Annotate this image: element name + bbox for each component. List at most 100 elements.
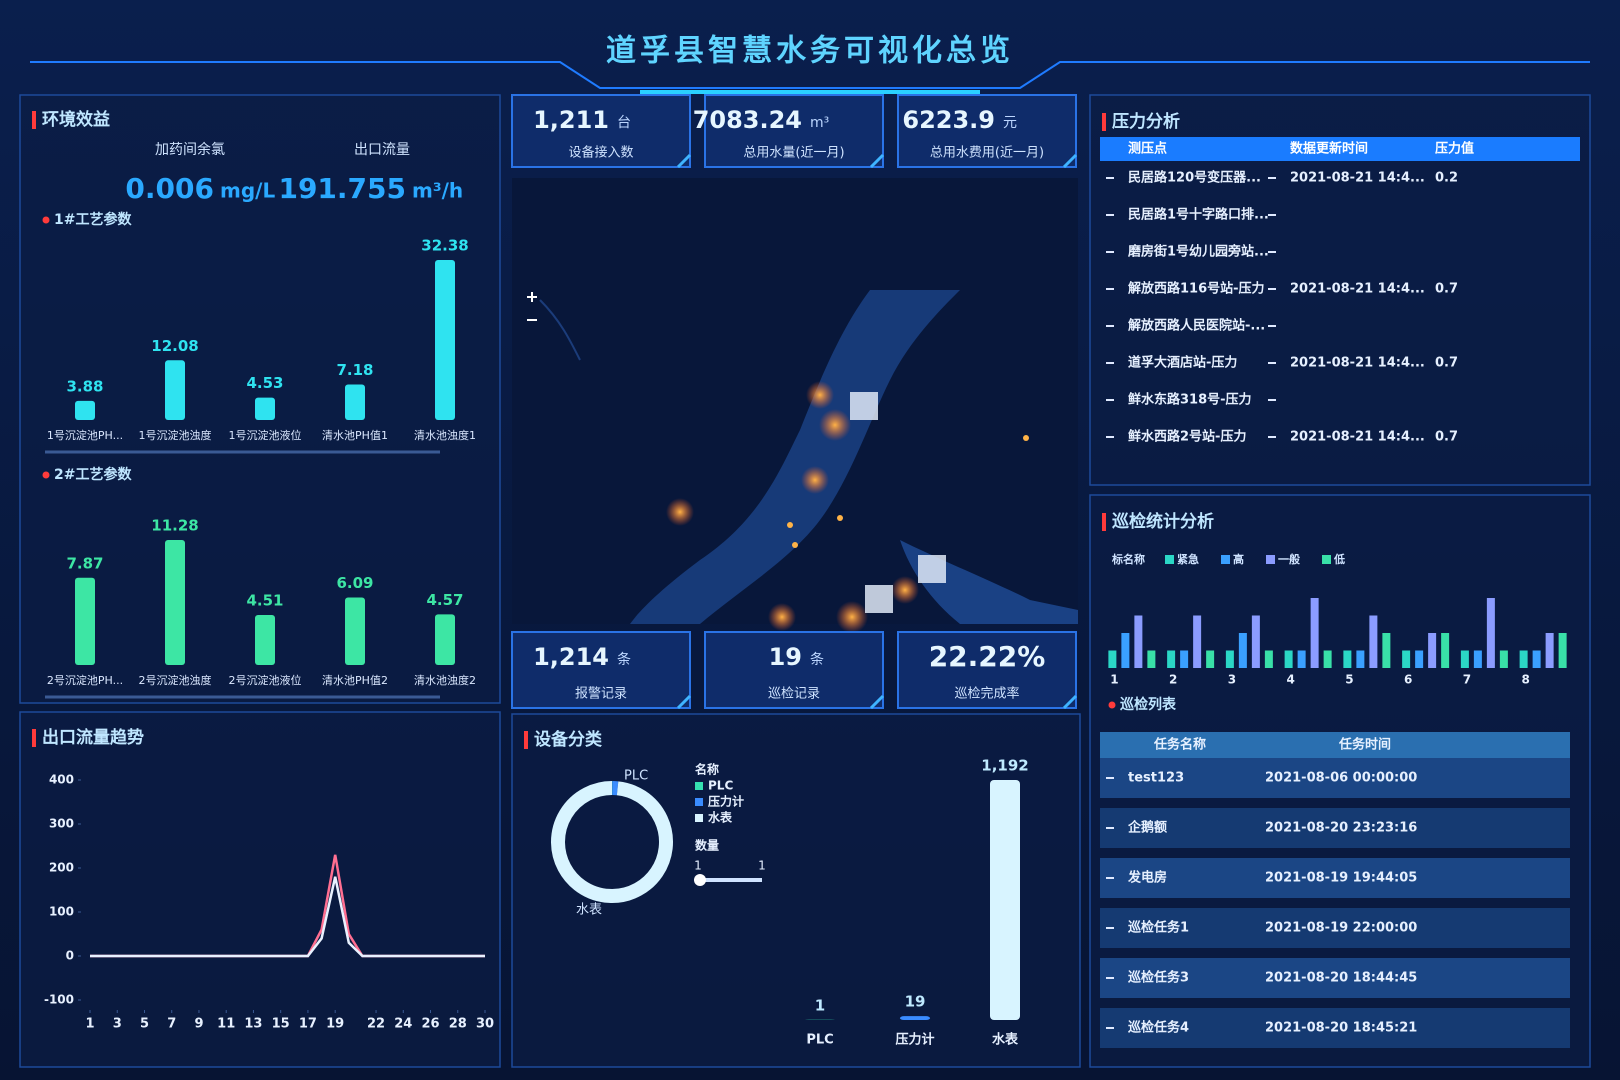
title-dot	[42, 216, 50, 224]
kpi-value: 19	[769, 643, 802, 671]
legend-label: 低	[1333, 552, 1345, 566]
marker[interactable]	[801, 466, 829, 494]
table-cell: 2021-08-21 14:4...	[1290, 430, 1425, 445]
marker-popup[interactable]	[865, 585, 893, 613]
kpi-box	[511, 631, 691, 709]
legend-swatch	[1266, 555, 1275, 564]
bar-value: 7.18	[336, 361, 373, 379]
bar	[900, 1016, 930, 1020]
bar	[1441, 633, 1450, 668]
table-row[interactable]	[1100, 1008, 1570, 1048]
panel-title: 环境效益	[42, 109, 110, 130]
bar	[165, 360, 185, 420]
map-area	[512, 178, 1078, 624]
marker-dot[interactable]	[1023, 435, 1029, 441]
kpi-label: 巡检完成率	[954, 686, 1019, 702]
river	[630, 290, 960, 624]
marker[interactable]	[768, 603, 796, 631]
marker-popup[interactable]	[918, 555, 946, 583]
kpi-box	[897, 631, 1077, 709]
bar	[1545, 633, 1554, 668]
marker-dot[interactable]	[792, 542, 798, 548]
x-tick-label: 6	[1404, 673, 1412, 687]
marker[interactable]	[836, 601, 868, 633]
title-marker	[1102, 513, 1106, 531]
map-markers	[666, 381, 1029, 633]
x-tick-label: 9	[194, 1017, 203, 1032]
x-tick-label: 19	[326, 1017, 344, 1032]
table-row[interactable]	[1100, 858, 1570, 898]
bar	[255, 615, 275, 665]
bar-category: 清水池PH值2	[322, 674, 388, 687]
bar-value: 6.09	[336, 574, 373, 592]
kpi-unit: 条	[810, 651, 824, 668]
marker[interactable]	[666, 498, 694, 526]
bar	[75, 400, 95, 420]
table-cell: 巡检任务4	[1128, 1020, 1189, 1036]
donut-label: 水表	[576, 903, 602, 918]
table-cell: 0.7	[1435, 430, 1458, 445]
bar	[1264, 650, 1273, 668]
marker-popup[interactable]	[850, 392, 878, 420]
kpi-value: 22.22%	[929, 640, 1046, 673]
x-tick-label: 30	[476, 1017, 494, 1032]
bar	[1532, 650, 1541, 668]
bar	[1499, 650, 1508, 668]
table-cell: 企鹅额	[1127, 820, 1167, 836]
metric-value: 191.755	[278, 172, 406, 205]
legend-swatch	[695, 782, 703, 790]
bar	[1180, 650, 1189, 668]
x-tick-label: 1	[85, 1017, 94, 1032]
marker-dot[interactable]	[837, 515, 843, 521]
bar	[1486, 598, 1495, 668]
bar	[435, 260, 455, 420]
x-tick-label: 11	[217, 1017, 235, 1032]
table-row[interactable]	[1100, 958, 1570, 998]
legend-label: 压力计	[708, 794, 744, 809]
x-tick-label: 5	[140, 1017, 149, 1032]
bar-value: 11.28	[151, 517, 198, 535]
x-tick-label: 22	[367, 1017, 385, 1032]
panel-title: 压力分析	[1112, 111, 1180, 132]
legend-swatch	[695, 798, 703, 806]
table-cell: 2021-08-21 14:4...	[1290, 171, 1425, 186]
marker[interactable]	[819, 409, 851, 441]
title-dot	[1108, 701, 1116, 709]
kpi-box	[704, 94, 884, 168]
table-cell: 2021-08-21 14:4...	[1290, 356, 1425, 371]
marker[interactable]	[806, 381, 834, 409]
bar-value: 4.57	[426, 591, 463, 609]
bar-value: 4.53	[246, 374, 283, 392]
legend-swatch	[1165, 555, 1174, 564]
bar	[1369, 615, 1378, 668]
map	[512, 178, 1078, 633]
panel-title: 设备分类	[534, 729, 603, 750]
legend-swatch	[1221, 555, 1230, 564]
bar	[1402, 650, 1411, 668]
bar	[255, 397, 275, 420]
metric-unit: mg/L	[220, 179, 275, 203]
marker-dot[interactable]	[787, 522, 793, 528]
table-row[interactable]	[1100, 758, 1570, 798]
kpi-box	[704, 631, 884, 709]
y-tick-label: -100	[44, 993, 74, 1007]
bar	[1558, 633, 1567, 668]
x-tick-label: 4	[1286, 673, 1294, 687]
bar	[1356, 650, 1365, 668]
kpi-value: 1,211	[533, 106, 609, 134]
kpi-corner	[1062, 694, 1078, 710]
bar-value: 7.87	[66, 554, 103, 572]
table-cell: 鲜水东路318号-压力	[1128, 392, 1252, 408]
table-row[interactable]	[1100, 808, 1570, 848]
x-tick-label: 17	[299, 1017, 317, 1032]
title-marker	[1102, 113, 1106, 131]
slider-handle[interactable]	[694, 874, 706, 886]
bar	[1297, 650, 1306, 668]
zoom-controls[interactable]	[527, 292, 537, 321]
bar-category: 清水池浊度2	[414, 673, 476, 687]
bar-category: 清水池浊度1	[414, 428, 476, 442]
kpi-box	[511, 94, 691, 168]
marker[interactable]	[891, 576, 919, 604]
table-row[interactable]	[1100, 908, 1570, 948]
x-tick-label: 3	[1228, 673, 1236, 687]
